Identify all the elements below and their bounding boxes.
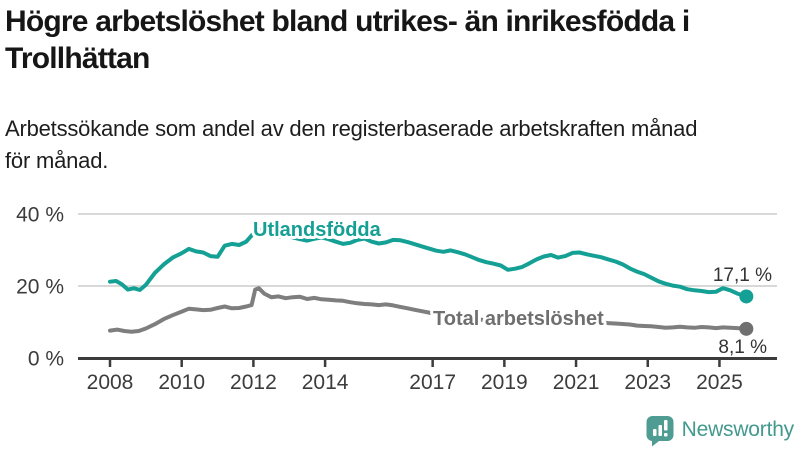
page-subtitle-line-2: för månad. [5, 147, 109, 173]
x-tick-label: 2008 [87, 371, 134, 394]
x-tick-label: 2010 [158, 371, 205, 394]
page-subtitle-line-1: Arbetssökande som andel av den registerb… [5, 116, 698, 141]
end-value-label-utlandsfodda: 17,1 % [713, 265, 772, 286]
series-lines [108, 227, 749, 334]
newsworthy-logo[interactable]: Newsworthy [645, 413, 794, 447]
series-label-total-arbetsloshet: Total arbetslöshet [433, 308, 604, 330]
end-value-label-total: 8,1 % [718, 337, 767, 358]
x-tick-label: 2023 [624, 371, 671, 394]
y-tick-label: 40 % [16, 204, 64, 227]
x-tick-label: 2014 [302, 371, 349, 394]
y-tick-label: 0 % [28, 348, 64, 371]
bar-chart-speech-bubble-icon [646, 416, 674, 447]
page-title-line-2: Trollhättan [5, 41, 150, 75]
series-line-total [108, 286, 749, 334]
page-subtitle: Arbetssökande som andel av den registerb… [5, 113, 765, 177]
y-tick-label: 20 % [16, 276, 64, 299]
gridlines: 40 % 20 % 0 % [16, 204, 777, 371]
page-title-line-1: Högre arbetslöshet bland utrikes- än inr… [5, 5, 690, 38]
x-tick-label: 2017 [409, 371, 456, 394]
end-dot-total [739, 321, 754, 336]
x-tick-label: 2025 [696, 371, 743, 394]
x-tick-label: 2021 [553, 371, 600, 394]
page-title: Högre arbetslöshet bland utrikes- än inr… [5, 4, 797, 77]
series-label-utlandsfodda: Utlandsfödda [253, 219, 382, 241]
series-end-dots [739, 289, 754, 336]
series-line-utlandsfodda [108, 227, 749, 299]
newsworthy-logo-text: Newsworthy [681, 418, 795, 441]
x-tick-label: 2012 [230, 371, 277, 394]
end-dot-utlandsfodda [739, 289, 754, 304]
x-tick-label: 2019 [481, 371, 528, 394]
x-axis: 2008 2010 2012 2014 2017 2019 2021 2023 2025 [78, 357, 777, 394]
